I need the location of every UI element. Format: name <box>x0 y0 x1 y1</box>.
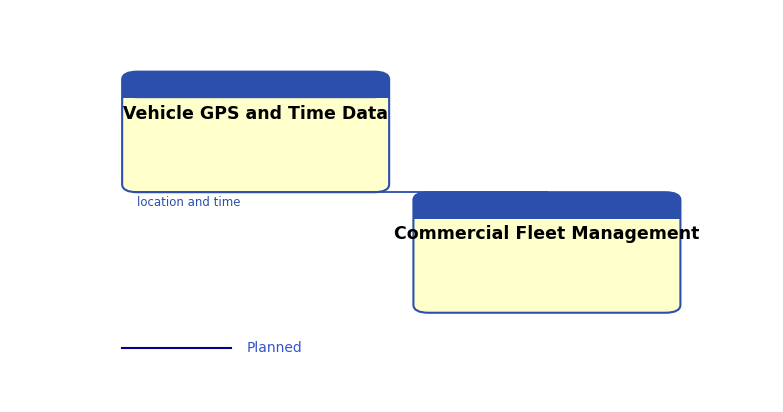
FancyBboxPatch shape <box>122 72 389 192</box>
Bar <box>413 207 680 219</box>
Text: Planned: Planned <box>247 341 302 355</box>
FancyBboxPatch shape <box>413 192 680 219</box>
Bar <box>122 86 389 98</box>
Text: Commercial Fleet Management: Commercial Fleet Management <box>394 225 700 243</box>
Text: location and time: location and time <box>137 196 241 209</box>
FancyBboxPatch shape <box>413 192 680 313</box>
FancyBboxPatch shape <box>122 72 389 98</box>
Text: Vehicle GPS and Time Data: Vehicle GPS and Time Data <box>123 105 388 122</box>
